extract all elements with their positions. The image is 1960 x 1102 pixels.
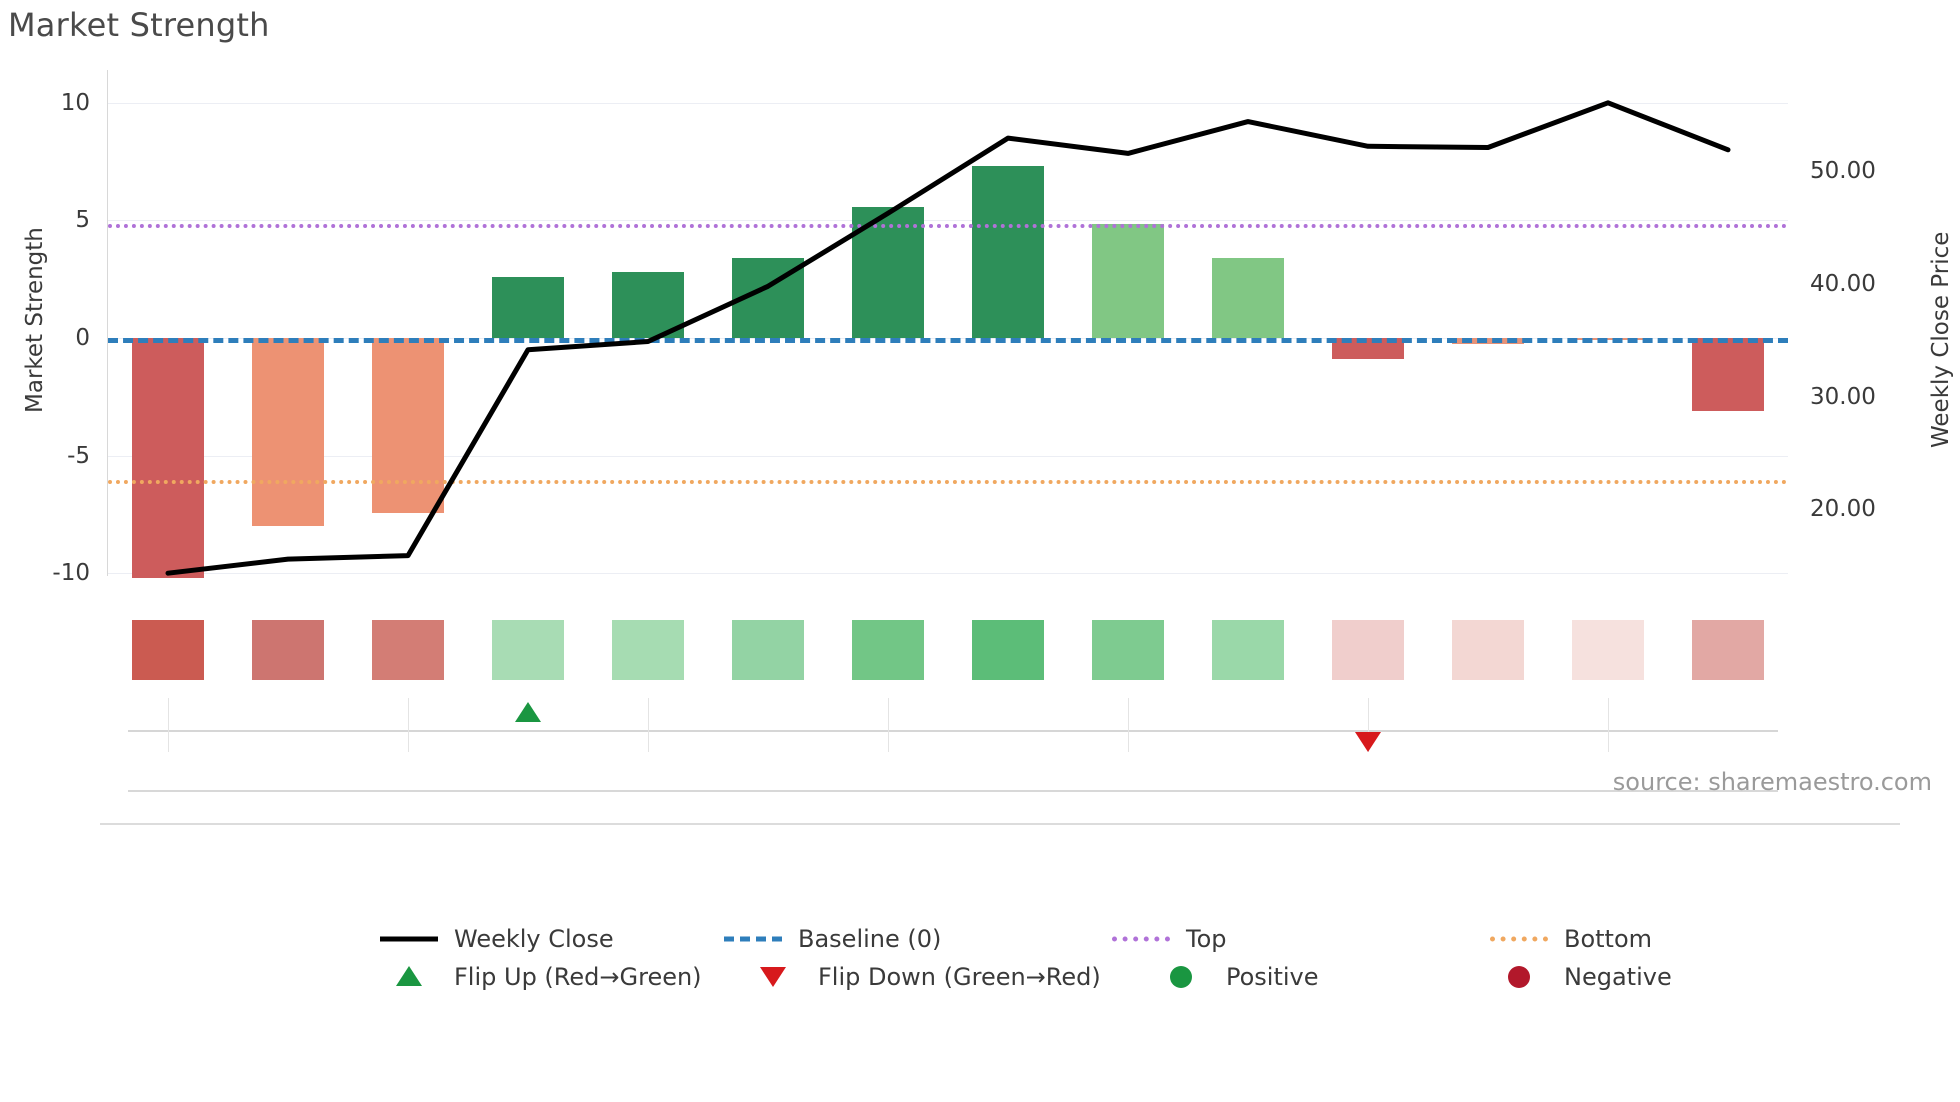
- legend-item[interactable]: Flip Up (Red→Green): [378, 963, 702, 991]
- heat-cell[interactable]: [732, 620, 804, 680]
- gridline: [108, 220, 1788, 222]
- line-swatch: [380, 936, 438, 942]
- marker-swatch: [396, 966, 422, 986]
- x-axis-tick: [408, 698, 409, 752]
- dashed-line-icon: [722, 926, 784, 952]
- heat-cell[interactable]: [1572, 620, 1644, 680]
- line-swatch: [1490, 936, 1548, 942]
- heat-cell[interactable]: [1692, 620, 1764, 680]
- legend-label: Baseline (0): [798, 925, 942, 953]
- bar[interactable]: [1332, 338, 1404, 360]
- x-axis-tick: [1608, 698, 1609, 752]
- legend-label: Bottom: [1564, 925, 1653, 953]
- bar[interactable]: [492, 276, 564, 338]
- heat-cell[interactable]: [132, 620, 204, 680]
- y-axis-tick-right: 20.00: [1810, 496, 1876, 523]
- dotted-line-icon: [1110, 926, 1172, 952]
- flip-marker-axis: [108, 690, 1788, 800]
- strength-heat-strip: [108, 620, 1788, 680]
- chart-legend: Weekly Close Baseline (0) Top Bottom Flip Up…: [0, 925, 1960, 1045]
- heat-cell[interactable]: [372, 620, 444, 680]
- heat-cell[interactable]: [492, 620, 564, 680]
- dotted-line-icon: [1488, 926, 1550, 952]
- marker-axis-rule: [128, 730, 1778, 732]
- y-axis-tick-left: -5: [67, 442, 90, 469]
- reference-line-bottom: [108, 480, 1788, 485]
- gridline: [108, 455, 1788, 457]
- heat-cell[interactable]: [612, 620, 684, 680]
- bar[interactable]: [1092, 223, 1164, 338]
- y-axis-tick-left: 0: [75, 325, 90, 351]
- x-axis-tick: [1368, 698, 1369, 752]
- y-axis-title-right: Weekly Close Price: [1928, 231, 1954, 448]
- legend-label: Top: [1186, 925, 1227, 953]
- heat-cell[interactable]: [852, 620, 924, 680]
- reference-line-top: [108, 223, 1788, 228]
- heat-cell[interactable]: [1212, 620, 1284, 680]
- legend-label: Flip Down (Green→Red): [818, 963, 1101, 991]
- bottom-divider: [100, 823, 1900, 825]
- legend-label: Positive: [1226, 963, 1319, 991]
- triangle-up-icon: [378, 964, 440, 990]
- source-note: source: sharemaestro.com: [1612, 768, 1932, 796]
- heat-cell[interactable]: [972, 620, 1044, 680]
- heat-cell[interactable]: [252, 620, 324, 680]
- legend-item[interactable]: Negative: [1488, 963, 1672, 991]
- page-title: Market Strength: [8, 6, 270, 44]
- heat-cell[interactable]: [1092, 620, 1164, 680]
- marker-swatch: [1170, 966, 1192, 988]
- y-axis-tick-left: 5: [75, 207, 90, 234]
- x-axis-tick: [168, 698, 169, 752]
- flip-up-marker-icon[interactable]: [515, 702, 541, 722]
- bar[interactable]: [972, 166, 1044, 338]
- legend-label: Negative: [1564, 963, 1672, 991]
- legend-item[interactable]: Top: [1110, 925, 1227, 953]
- y-axis-tick-left: -10: [52, 560, 90, 587]
- weekly-close-line: [165, 100, 1731, 576]
- flip-down-marker-icon[interactable]: [1355, 732, 1381, 752]
- circle-icon: [1150, 964, 1212, 990]
- line-swatch: [1112, 936, 1170, 942]
- bar[interactable]: [612, 272, 684, 338]
- gridline: [108, 573, 1788, 575]
- legend-item[interactable]: Weekly Close: [378, 925, 614, 953]
- legend-label: Flip Up (Red→Green): [454, 963, 702, 991]
- bar[interactable]: [132, 338, 204, 578]
- y-axis-tick-right: 50.00: [1810, 158, 1876, 185]
- reference-line-baseline: [108, 338, 1788, 343]
- legend-item[interactable]: Positive: [1150, 963, 1319, 991]
- line-swatch: [724, 936, 782, 942]
- x-axis-tick: [648, 698, 649, 752]
- y-axis-tick-right: 40.00: [1810, 270, 1876, 297]
- x-axis-tick: [1128, 698, 1129, 752]
- legend-item[interactable]: Baseline (0): [722, 925, 941, 953]
- y-axis-title-left: Market Strength: [22, 227, 48, 413]
- gridline: [108, 102, 1788, 104]
- y-axis-tick-right: 30.00: [1810, 383, 1876, 410]
- bar[interactable]: [1212, 258, 1284, 338]
- marker-swatch: [760, 967, 786, 987]
- marker-axis-rule-lower: [128, 790, 1778, 792]
- plot-canvas: [108, 78, 1788, 578]
- bar[interactable]: [1692, 338, 1764, 411]
- legend-label: Weekly Close: [454, 925, 614, 953]
- heat-cell[interactable]: [1332, 620, 1404, 680]
- legend-item[interactable]: Flip Down (Green→Red): [742, 963, 1101, 991]
- solid-line-icon: [378, 926, 440, 952]
- bar[interactable]: [252, 338, 324, 527]
- left-axis-spine: [107, 70, 108, 576]
- legend-item[interactable]: Bottom: [1488, 925, 1652, 953]
- y-axis-tick-left: 10: [60, 89, 90, 116]
- marker-swatch: [1508, 966, 1530, 988]
- x-axis-tick: [888, 698, 889, 752]
- plot-area: [107, 70, 1788, 578]
- circle-icon: [1488, 964, 1550, 990]
- triangle-down-icon: [742, 964, 804, 990]
- heat-cell[interactable]: [1452, 620, 1524, 680]
